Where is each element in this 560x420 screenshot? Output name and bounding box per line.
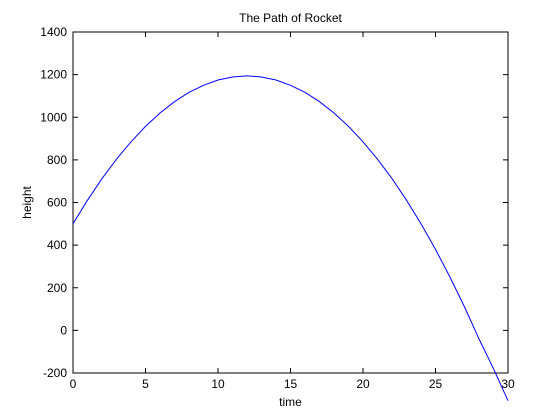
x-tick-label: 25 <box>429 377 443 391</box>
y-axis-ticks: -200 0 200 400 600 800 1000 1200 1400 <box>40 25 508 380</box>
x-tick-label: 15 <box>284 377 298 391</box>
x-tick-label: 5 <box>142 377 149 391</box>
y-tick-label: -200 <box>43 366 67 380</box>
y-tick-label: 1200 <box>40 68 67 82</box>
y-tick-label: 1000 <box>40 110 67 124</box>
y-tick-label: 800 <box>47 153 67 167</box>
x-tick-label: 10 <box>211 377 225 391</box>
y-tick-label: 0 <box>60 323 67 337</box>
x-tick-label: 0 <box>70 377 77 391</box>
y-tick-label: 1400 <box>40 25 67 39</box>
x-axis-label: time <box>279 395 302 409</box>
x-tick-label: 30 <box>501 377 515 391</box>
x-tick-label: 20 <box>356 377 370 391</box>
plot-area <box>72 31 509 374</box>
y-tick-label: 200 <box>47 281 67 295</box>
series-line <box>72 75 509 401</box>
x-axis-ticks: 0 5 10 15 20 25 30 <box>70 32 515 391</box>
series-layer <box>72 75 509 401</box>
y-tick-label: 600 <box>47 196 67 210</box>
y-tick-label: 400 <box>47 238 67 252</box>
chart-title: The Path of Rocket <box>239 11 342 25</box>
y-axis-label: height <box>20 185 34 218</box>
